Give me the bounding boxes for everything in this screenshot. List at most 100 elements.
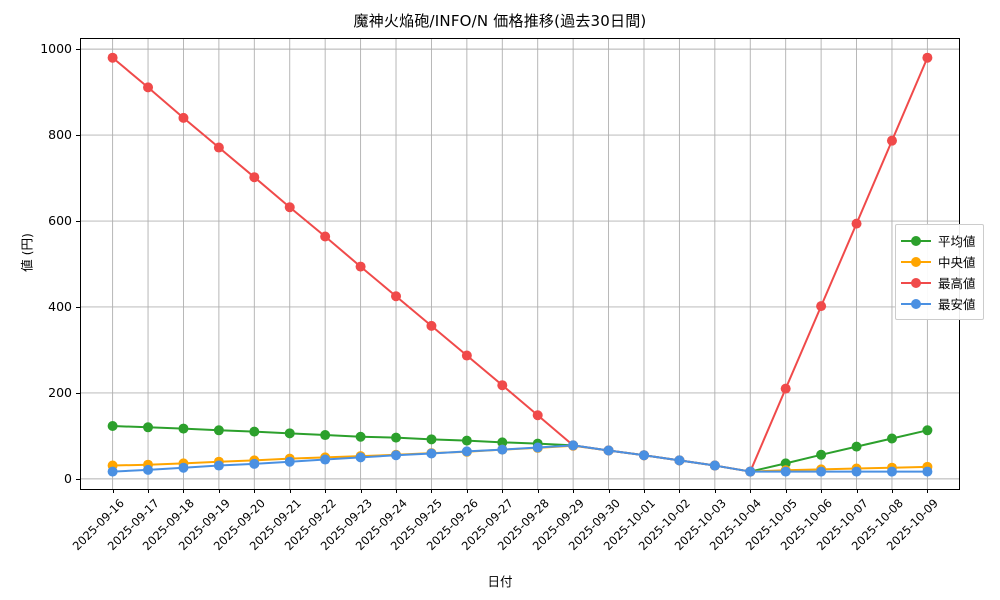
series-marker	[284, 202, 295, 213]
series-marker	[143, 422, 154, 433]
series-marker	[638, 450, 649, 461]
x-tick-mark	[218, 489, 220, 493]
y-tick-mark	[76, 221, 80, 223]
legend-marker-dot	[911, 277, 921, 288]
legend-swatch	[901, 235, 931, 247]
x-tick-mark	[643, 489, 645, 493]
legend-label: 最高値	[938, 276, 976, 291]
legend-marker-dot	[911, 256, 921, 267]
series-line	[111, 444, 929, 473]
series-marker	[249, 458, 260, 469]
series-marker	[107, 52, 118, 63]
series-marker	[886, 466, 897, 477]
series-marker	[922, 52, 933, 63]
x-tick-mark	[608, 489, 610, 493]
x-tick-mark	[396, 489, 397, 493]
x-tick-mark	[750, 489, 752, 493]
x-tick-mark	[785, 489, 787, 493]
y-tick-mark	[76, 49, 80, 51]
series-marker	[816, 466, 827, 477]
series-marker	[213, 425, 224, 436]
plot-canvas	[81, 39, 959, 489]
y-tick-mark	[76, 306, 80, 308]
series-marker	[816, 301, 827, 312]
series-marker	[107, 466, 118, 477]
series-marker	[320, 454, 331, 465]
series-marker	[816, 449, 827, 460]
series-marker	[497, 444, 508, 455]
legend-swatch	[901, 298, 931, 310]
x-tick-mark	[891, 489, 893, 493]
legend-marker-dot	[911, 235, 921, 246]
series-marker	[461, 435, 472, 446]
series-marker	[391, 432, 402, 443]
legend-marker-dot	[911, 298, 921, 309]
plot-area	[80, 38, 960, 490]
x-tick-mark	[289, 489, 291, 493]
data-series-group	[107, 52, 933, 477]
series-marker	[391, 291, 402, 302]
series-marker	[568, 440, 579, 451]
series-marker	[426, 320, 437, 331]
series-marker	[391, 450, 402, 461]
legend-swatch	[901, 277, 931, 289]
series-marker	[178, 112, 189, 123]
series-marker	[851, 218, 862, 229]
series-marker	[851, 466, 862, 477]
y-tick-label: 800	[48, 127, 72, 143]
series-marker	[674, 455, 685, 466]
legend-item[interactable]: 最高値	[901, 272, 976, 293]
x-tick-mark	[254, 489, 256, 493]
series-marker	[922, 425, 933, 436]
x-tick-mark	[714, 489, 716, 493]
series-marker	[497, 380, 508, 391]
y-tick-label: 400	[48, 298, 72, 314]
series-line	[111, 425, 929, 473]
x-tick-mark	[325, 489, 327, 493]
series-marker	[355, 261, 366, 272]
y-tick-label: 200	[48, 384, 72, 400]
series-marker	[886, 433, 897, 444]
x-tick-mark	[183, 489, 185, 493]
x-tick-label: 2025-10-09	[884, 496, 942, 554]
x-tick-mark	[679, 489, 681, 493]
x-tick-mark	[502, 489, 504, 493]
series-marker	[709, 460, 720, 471]
legend-label: 最安値	[938, 297, 976, 312]
y-tick-mark	[76, 478, 80, 480]
series-marker	[249, 426, 260, 437]
series-marker	[780, 458, 791, 469]
x-tick-mark	[537, 489, 539, 493]
series-marker	[284, 428, 295, 439]
y-tick-mark	[76, 392, 80, 394]
legend-item[interactable]: 平均値	[901, 230, 976, 251]
x-tick-mark	[927, 489, 929, 493]
y-tick-mark	[76, 135, 80, 137]
x-tick-mark	[431, 489, 433, 493]
series-marker	[320, 231, 331, 242]
series-marker	[213, 142, 224, 153]
series-marker	[851, 441, 862, 452]
series-marker	[497, 437, 508, 448]
legend-item[interactable]: 中央値	[901, 251, 976, 272]
legend-label: 中央値	[938, 255, 976, 270]
y-tick-label: 600	[48, 213, 72, 229]
x-tick-mark	[360, 489, 362, 493]
legend-item[interactable]: 最安値	[901, 293, 976, 314]
grid-lines	[81, 39, 959, 489]
x-tick-mark	[573, 489, 575, 493]
series-marker	[532, 442, 543, 453]
series-marker	[461, 350, 472, 361]
series-marker	[780, 466, 791, 477]
y-tick-label: 1000	[40, 41, 72, 57]
series-marker	[603, 445, 614, 456]
chart-legend: 平均値中央値最高値最安値	[895, 224, 984, 320]
series-line	[111, 56, 929, 473]
series-marker	[143, 464, 154, 475]
series-marker	[426, 434, 437, 445]
y-axis-label: 値 (円)	[19, 233, 35, 272]
series-marker	[355, 431, 366, 442]
legend-swatch	[901, 256, 931, 268]
series-marker	[320, 430, 331, 441]
x-tick-mark	[148, 489, 150, 493]
